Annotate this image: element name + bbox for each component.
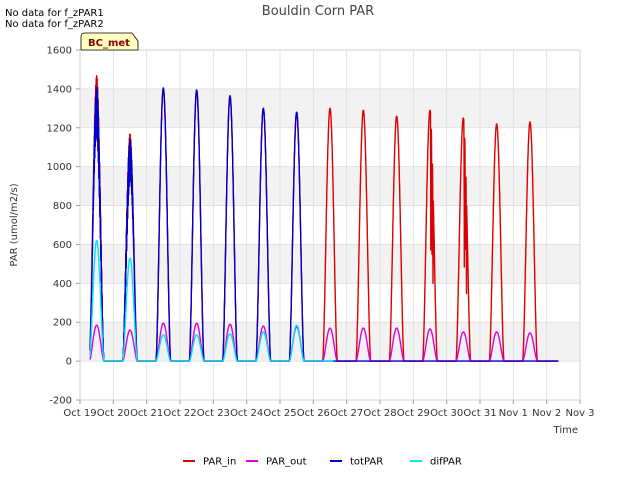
series-layer [89, 75, 559, 362]
legend-label-par_out: PAR_out [266, 457, 307, 468]
y-tick-label: 1400 [47, 84, 72, 95]
x-tick-label: Nov 2 [532, 408, 561, 419]
x-tick-label: Oct 27 [330, 408, 363, 419]
x-tick-label: Oct 20 [97, 408, 130, 419]
grid-band [80, 166, 580, 206]
y-tick-label: 0 [66, 357, 72, 368]
bc-met-badge: BC_met [80, 32, 139, 51]
y-axis-title: PAR (umol/m2/s) [9, 183, 20, 266]
x-tick-label: Oct 26 [297, 408, 330, 419]
badge-label: BC_met [88, 38, 130, 49]
grid-band [80, 244, 580, 284]
series-line-difpar [89, 239, 334, 362]
y-tick-label: 1600 [47, 46, 72, 57]
x-tick-label: Oct 19 [63, 408, 96, 419]
y-tick-label: 400 [53, 279, 72, 290]
no-data-note-2: No data for f_zPAR2 [5, 19, 104, 30]
x-tick-label: Oct 30 [430, 408, 463, 419]
x-tick-label: Oct 28 [363, 408, 396, 419]
y-tick-label: 1000 [47, 162, 72, 173]
x-tick-label: Oct 21 [130, 408, 163, 419]
chart-title: Bouldin Corn PAR [262, 4, 374, 19]
x-tick-label: Oct 24 [230, 408, 263, 419]
x-tick-label: Oct 23 [197, 408, 230, 419]
plot-border [79, 49, 581, 401]
no-data-note-1: No data for f_zPAR1 [5, 8, 104, 19]
legend-label-difpar: difPAR [430, 457, 462, 468]
y-tick-label: -200 [49, 396, 72, 407]
legend-label-totpar: totPAR [350, 457, 383, 468]
x-tick-label: Oct 29 [397, 408, 430, 419]
y-tick-label: 800 [53, 201, 72, 212]
x-axis-title: Time [553, 425, 578, 436]
legend: PAR_in PAR_out totPAR difPAR [183, 457, 462, 468]
x-tick-label: Nov 1 [499, 408, 528, 419]
x-tick-label: Nov 3 [565, 408, 594, 419]
legend-label-par_in: PAR_in [203, 457, 236, 468]
x-tick-label: Oct 25 [263, 408, 296, 419]
y-tick-label: 1200 [47, 123, 72, 134]
x-tick-label: Oct 31 [463, 408, 496, 419]
y-tick-label: 600 [53, 240, 72, 251]
y-tick-label: 200 [53, 318, 72, 329]
x-tick-label: Oct 22 [163, 408, 196, 419]
